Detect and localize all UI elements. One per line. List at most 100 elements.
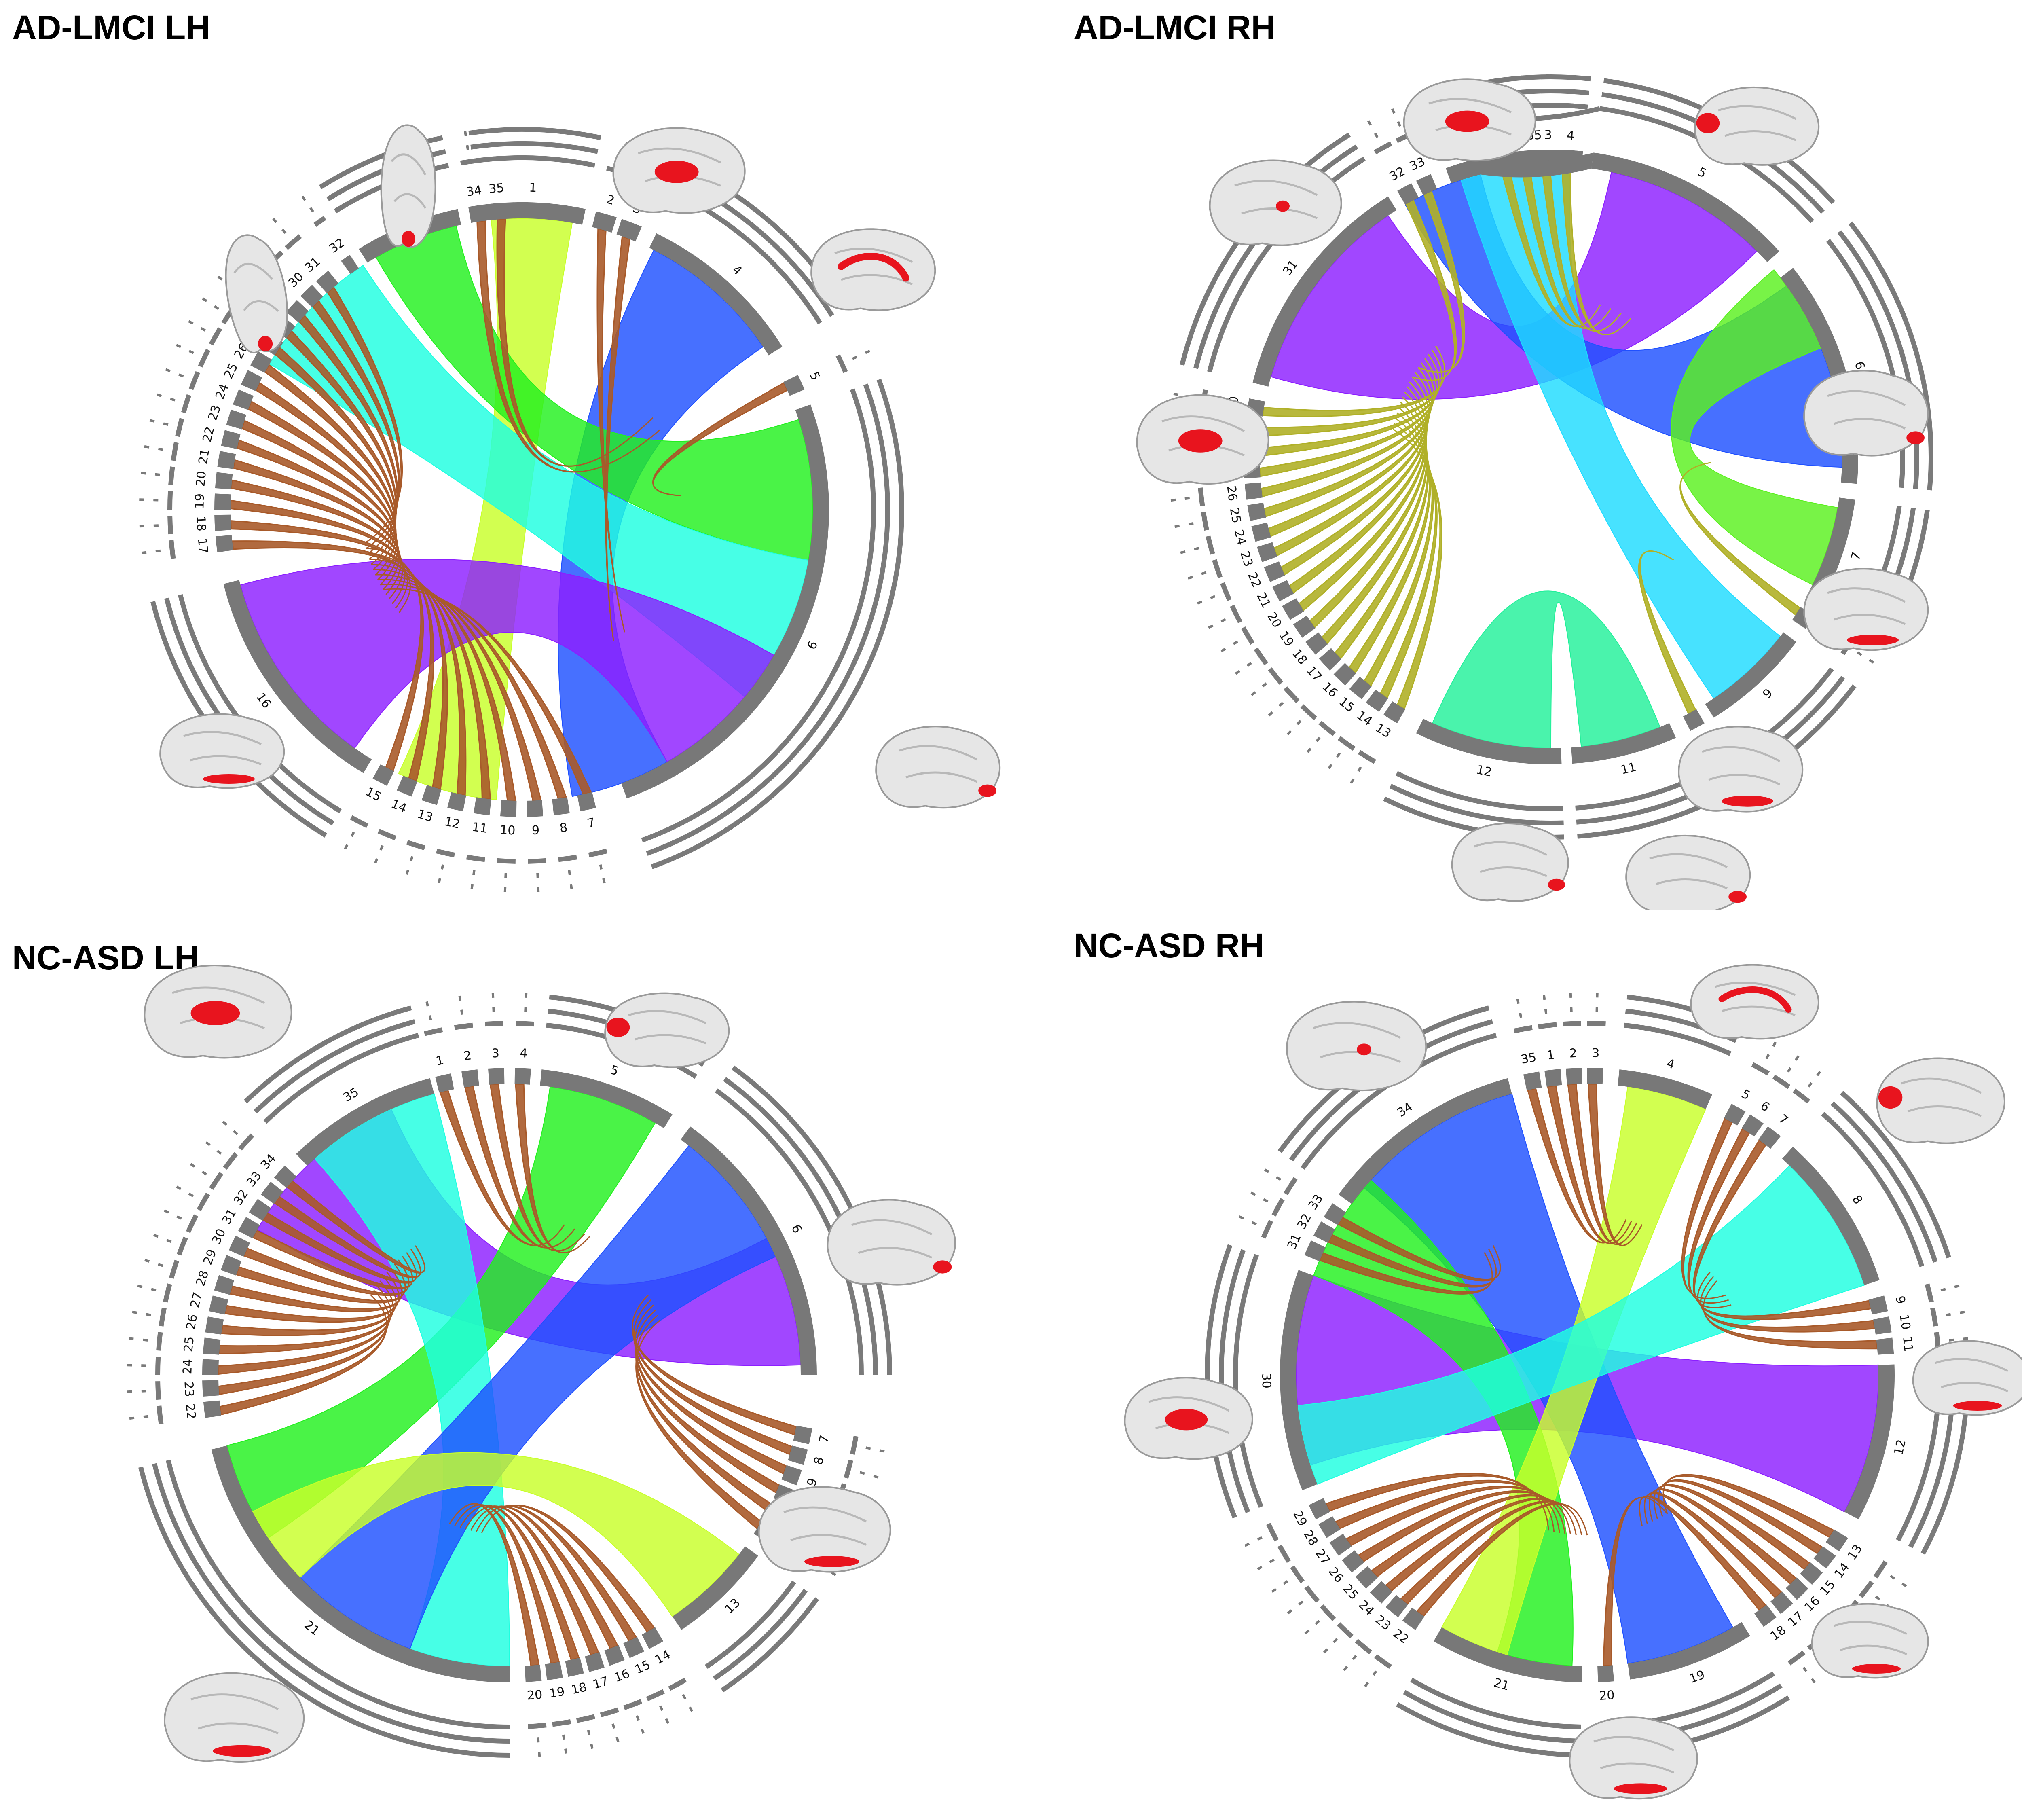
outer-track-arc <box>835 354 848 373</box>
small-chord <box>1379 423 1438 699</box>
segment-label: 3 <box>491 1046 500 1061</box>
segment-arc-2 <box>592 211 617 233</box>
outer-tick <box>1816 1071 1821 1076</box>
outer-tick <box>466 145 470 150</box>
segment-arc-5 <box>783 375 805 396</box>
outer-track-arc <box>558 855 577 862</box>
outer-tick <box>1263 1198 1269 1203</box>
outer-tick <box>425 1001 429 1007</box>
segment-label: 23 <box>205 403 224 422</box>
segment-label: 31 <box>220 1206 239 1227</box>
outer-tick <box>682 1694 687 1700</box>
outer-track-arc <box>1230 605 1243 624</box>
small-chord <box>218 1290 389 1395</box>
outer-track-arc <box>646 1689 665 1701</box>
outer-track-arc <box>209 1172 224 1190</box>
segment-arc-19 <box>1293 616 1316 638</box>
segment-arc-6 <box>681 1126 817 1375</box>
segment-label: 21 <box>196 448 213 465</box>
segment-arc-32 <box>249 1199 271 1221</box>
outer-track-arc <box>175 418 184 437</box>
outer-track-arc <box>1284 1177 1298 1196</box>
segment-label: 7 <box>816 1434 832 1444</box>
outer-tick <box>537 887 540 892</box>
outer-tick <box>216 1150 222 1155</box>
segment-label: 23 <box>1237 549 1255 568</box>
brain-surface-icon <box>1803 568 1929 651</box>
outer-track-arc <box>198 349 211 368</box>
outer-track-arc <box>159 1307 167 1327</box>
segment-arc-5 <box>540 1069 673 1128</box>
segment-arc-4 <box>1618 1069 1713 1109</box>
segment-arc-24 <box>202 1359 219 1375</box>
segment-arc-19 <box>1628 1622 1750 1680</box>
small-chord <box>596 228 626 633</box>
outer-tick <box>1772 1041 1777 1047</box>
segment-arc-20 <box>1597 1665 1614 1682</box>
outer-tick <box>151 1288 157 1292</box>
outer-track-arc <box>1925 1283 1934 1303</box>
segment-arc-25 <box>1355 1566 1378 1589</box>
segment-label: 6 <box>788 1222 804 1236</box>
outer-tick <box>165 368 171 372</box>
outer-tick <box>374 858 379 864</box>
outer-tick <box>587 1730 591 1735</box>
small-chord <box>252 1230 413 1290</box>
outer-track-arc <box>668 1678 687 1691</box>
small-chord <box>1639 1495 1767 1611</box>
segment-arc-17 <box>1319 648 1342 671</box>
segment-arc-14 <box>1813 1546 1836 1569</box>
small-chord <box>236 439 400 590</box>
outer-tick <box>309 207 314 213</box>
outer-tick <box>1946 1313 1951 1316</box>
brain-surface-icon <box>1803 370 1929 457</box>
outer-tick <box>1238 1215 1244 1220</box>
brain-surface-icon <box>1136 394 1269 485</box>
outer-track-arc <box>1233 1254 1263 1508</box>
chords <box>218 1083 801 1667</box>
segment-arc-18 <box>214 514 231 531</box>
small-chord <box>231 479 404 600</box>
brain-surface-icon <box>827 1199 956 1286</box>
small-chord <box>464 1085 575 1249</box>
outer-tick <box>153 1234 159 1238</box>
segment-label: 21 <box>1492 1676 1511 1693</box>
segment-label: 11 <box>1900 1336 1915 1352</box>
brain-surface-icon <box>758 1486 891 1573</box>
outer-track-arc <box>436 849 455 857</box>
small-chord <box>231 540 411 613</box>
outer-track-arc <box>1930 1307 1938 1327</box>
segment-arc-33 <box>1324 1203 1346 1225</box>
outer-tick <box>1901 1583 1907 1587</box>
small-chord <box>1527 1088 1627 1244</box>
outer-tick <box>1350 778 1355 784</box>
outer-tick <box>1940 1288 1946 1292</box>
segment-arc-6 <box>1741 1114 1764 1137</box>
small-chord <box>1261 362 1435 497</box>
segment-label: 4 <box>1566 128 1575 143</box>
outer-tick <box>859 1471 865 1475</box>
outer-track-arc <box>313 216 326 227</box>
segment-label: 31 <box>302 254 323 275</box>
outer-tick <box>564 1748 567 1754</box>
small-chord <box>230 520 408 609</box>
segment-arc-33 <box>1416 174 1437 195</box>
small-chord <box>1679 462 1801 616</box>
outer-track-arc <box>1575 776 1695 811</box>
segment-arc-25 <box>241 370 262 392</box>
brain-surface-icon <box>604 992 730 1068</box>
outer-tick <box>344 844 349 850</box>
outer-track-arc <box>1859 1580 1874 1598</box>
outer-track-arc <box>460 158 479 166</box>
brain-surface-icon <box>1876 1057 2005 1144</box>
small-chord <box>1400 1500 1582 1605</box>
brain-surface-icon <box>1811 1603 1929 1679</box>
segment-label: 30 <box>1259 1373 1273 1388</box>
segment-label: 23 <box>1373 1613 1394 1633</box>
segment-label: 24 <box>180 1359 195 1375</box>
small-chord <box>1561 165 1632 336</box>
brain-surface-icon <box>1690 964 1819 1040</box>
small-chord <box>1393 428 1442 710</box>
outer-tick <box>611 1723 615 1729</box>
segment-label: 7 <box>1849 550 1864 562</box>
